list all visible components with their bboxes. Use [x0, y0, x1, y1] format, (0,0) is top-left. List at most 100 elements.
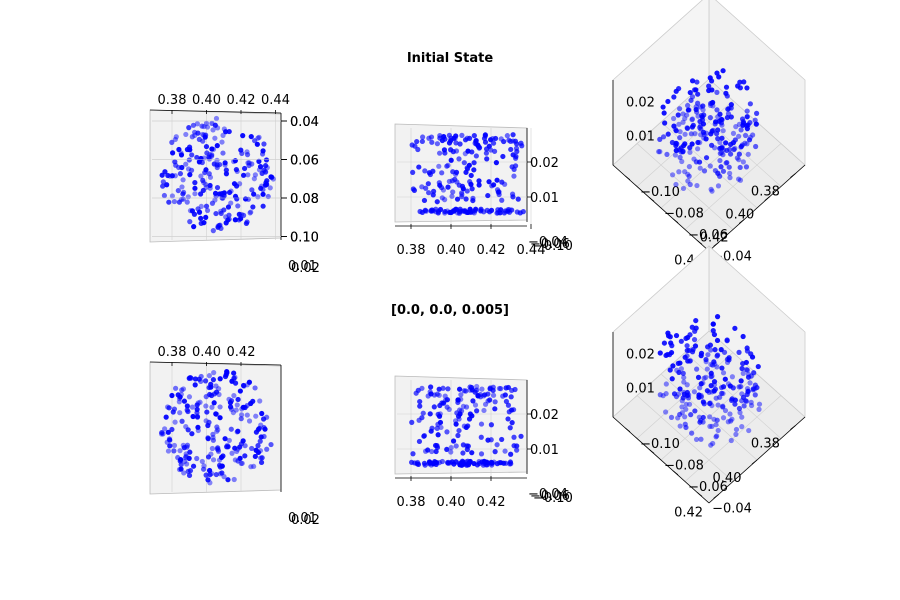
data-point [198, 173, 204, 179]
data-point [754, 110, 760, 116]
data-point [206, 373, 212, 379]
data-point [460, 450, 466, 456]
data-point [492, 406, 498, 412]
data-point [442, 150, 448, 156]
data-point [462, 208, 468, 214]
data-point [448, 147, 454, 153]
data-point [447, 460, 453, 466]
data-point [255, 443, 261, 449]
data-point [237, 444, 243, 450]
data-point [212, 135, 218, 141]
data-point [737, 164, 743, 171]
data-point [744, 108, 750, 114]
data-point [662, 120, 668, 126]
data-point [446, 140, 453, 146]
data-point [222, 436, 228, 442]
data-point [260, 203, 266, 209]
data-point [210, 377, 217, 383]
data-point [198, 215, 204, 222]
data-point [451, 208, 457, 214]
data-point [669, 343, 675, 349]
data-point [739, 365, 745, 372]
data-point [677, 386, 683, 392]
data-point [718, 120, 724, 126]
data-point [175, 187, 181, 194]
x-tick-mark [790, 425, 796, 430]
data-point [471, 167, 477, 173]
data-point [428, 391, 434, 397]
data-point [673, 147, 679, 154]
subplot-4-top: 0.38 0.40 0.420.040.060.080.100.010.02 [149, 115, 320, 528]
data-point [701, 375, 707, 381]
data-point [730, 385, 736, 391]
data-point [514, 447, 520, 453]
data-point [196, 376, 202, 382]
data-point [437, 419, 444, 426]
data-point [194, 455, 200, 462]
data-point [169, 139, 175, 145]
data-point [196, 209, 203, 215]
data-point [747, 380, 753, 386]
data-point [724, 356, 731, 362]
data-point [696, 394, 702, 400]
data-point [671, 123, 677, 129]
x-axis-line [708, 164, 806, 252]
data-point [264, 181, 270, 188]
data-point [689, 116, 696, 122]
data-point [730, 130, 737, 136]
data-point [499, 197, 505, 203]
data-point [719, 390, 725, 396]
data-point [232, 457, 238, 463]
data-point [192, 382, 198, 388]
data-point [421, 433, 428, 439]
data-point [192, 132, 198, 138]
data-point [660, 134, 667, 140]
data-point [444, 429, 450, 435]
data-point [167, 173, 173, 179]
data-point [433, 448, 439, 455]
data-point [458, 396, 464, 402]
data-point [471, 160, 477, 166]
data-point [221, 193, 227, 199]
data-point [210, 228, 216, 234]
data-point [189, 208, 196, 214]
data-point [160, 179, 166, 185]
data-point [701, 132, 707, 138]
data-point [680, 185, 687, 192]
data-point [660, 104, 666, 110]
x-tick-mark [764, 196, 771, 201]
data-point [700, 107, 706, 113]
data-point [737, 177, 744, 183]
data-point [184, 199, 190, 205]
y-tick-mark [672, 470, 679, 476]
x-tick-label: 0.38 [158, 93, 187, 108]
data-point [487, 397, 493, 403]
data-point [665, 98, 671, 105]
data-point [687, 149, 693, 155]
data-point [738, 378, 744, 384]
data-point [677, 154, 683, 160]
y-tick-label: 0.04 [290, 115, 319, 130]
data-point [252, 172, 258, 178]
data-point [692, 131, 698, 137]
data-point [171, 198, 178, 205]
data-point [231, 375, 237, 381]
data-point [240, 172, 247, 178]
data-point [455, 413, 462, 419]
data-point [687, 89, 693, 96]
data-point [268, 441, 274, 448]
data-point [463, 404, 470, 410]
data-point [509, 191, 516, 197]
data-point [736, 151, 742, 157]
data-point [460, 186, 466, 192]
gridline [684, 143, 782, 230]
data-point [177, 394, 183, 400]
data-point [694, 79, 700, 85]
data-point [176, 146, 182, 153]
data-point [711, 382, 718, 388]
data-point [724, 93, 730, 99]
data-point [482, 139, 489, 145]
data-point [226, 212, 232, 218]
data-point [453, 169, 460, 175]
subplot-3-perspective: 0.380.400.420.44 −0.04−0.06−0.08−0.100.01… [612, 0, 806, 268]
